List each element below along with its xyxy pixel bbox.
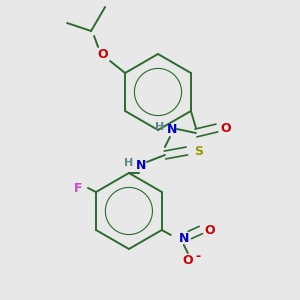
Text: H: H <box>155 122 164 132</box>
Text: S: S <box>194 145 203 158</box>
Text: O: O <box>220 122 231 134</box>
Text: N: N <box>178 232 189 244</box>
Text: O: O <box>98 49 108 62</box>
Text: F: F <box>74 182 82 194</box>
Text: -: - <box>195 250 200 262</box>
Text: N: N <box>167 122 177 136</box>
Text: O: O <box>182 254 193 266</box>
Text: O: O <box>205 224 215 236</box>
Text: H: H <box>124 158 134 168</box>
Text: N: N <box>136 158 146 172</box>
